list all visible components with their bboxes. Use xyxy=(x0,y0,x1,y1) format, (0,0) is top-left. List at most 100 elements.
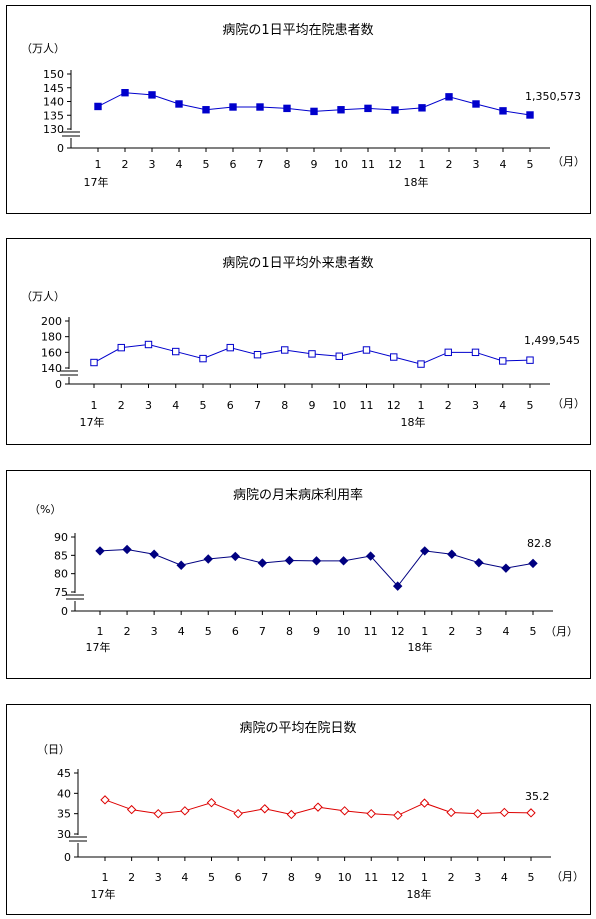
data-point xyxy=(474,557,484,568)
x-tick-label: 5 xyxy=(208,871,215,884)
data-point xyxy=(149,549,159,559)
data-point xyxy=(499,107,507,115)
data-point xyxy=(283,104,291,113)
y-tick-label: 130 xyxy=(43,123,64,136)
data-point xyxy=(226,343,234,352)
year-label: 18年 xyxy=(408,640,433,654)
data-point xyxy=(471,348,480,357)
data-point xyxy=(310,107,318,116)
x-tick-label: 8 xyxy=(288,871,295,884)
month-unit-label: （月） xyxy=(545,625,578,638)
data-point xyxy=(206,797,217,808)
data-point xyxy=(199,354,207,363)
x-tick-label: 2 xyxy=(118,399,125,412)
last-value-label: 35.2 xyxy=(525,790,550,803)
data-point xyxy=(526,356,534,364)
x-tick-label: 10 xyxy=(334,158,348,171)
y-tick-label: 0 xyxy=(55,378,62,391)
chart-panel-avg-stay: 病院の平均在院日数 （日） （月） 0 30 35 40 45 1 2 3 4 5 6 7 8 9 10 11… xyxy=(6,704,591,915)
x-tick-label: 5 xyxy=(205,625,212,638)
data-point xyxy=(446,807,456,818)
data-point xyxy=(257,558,268,568)
series-line xyxy=(99,548,534,587)
month-unit-label: （月） xyxy=(551,870,584,883)
y-tick-label: 35 xyxy=(57,808,71,821)
x-tick-label: 5 xyxy=(200,399,207,412)
x-tick-label: 3 xyxy=(149,158,156,171)
x-tick-label: 1 xyxy=(97,625,104,638)
y-tick-label: 200 xyxy=(41,315,62,328)
data-point xyxy=(499,357,507,365)
y-tick-label: 30 xyxy=(57,828,71,841)
chart-title: 病院の1日平均外来患者数 xyxy=(222,256,373,271)
x-tick-label: 6 xyxy=(227,399,234,412)
x-tick-label: 4 xyxy=(502,625,509,638)
year-label: 17年 xyxy=(91,887,116,901)
data-point xyxy=(94,102,102,111)
x-tick-label: 9 xyxy=(309,399,316,412)
x-tick-label: 12 xyxy=(391,625,405,638)
data-point xyxy=(100,795,110,805)
x-tick-label: 4 xyxy=(176,158,183,171)
y-unit-label: （%） xyxy=(29,503,61,516)
y-tick-label: 145 xyxy=(43,82,64,95)
y-unit-label: （万人） xyxy=(21,290,65,303)
y-tick-label: 135 xyxy=(43,109,64,122)
last-value-label: 82.8 xyxy=(527,537,552,550)
data-point xyxy=(153,808,163,819)
data-point xyxy=(233,808,243,819)
data-point xyxy=(144,340,153,349)
x-tick-label: 11 xyxy=(364,871,378,884)
data-point xyxy=(256,103,264,111)
x-tick-label: 8 xyxy=(286,625,293,638)
x-tick-label: 9 xyxy=(315,871,322,884)
last-value-label: 1,499,545 xyxy=(524,334,580,347)
data-point xyxy=(339,806,350,816)
last-value-label: 1,350,573 xyxy=(525,90,581,103)
chart-title: 病院の平均在院日数 xyxy=(239,721,356,736)
x-tick-label: 9 xyxy=(311,158,318,171)
x-tick-label: 2 xyxy=(448,871,455,884)
month-unit-label: （月） xyxy=(552,155,585,168)
data-point xyxy=(311,556,322,566)
x-tick-label: 1 xyxy=(421,625,428,638)
data-point xyxy=(418,104,426,112)
data-point xyxy=(420,546,430,556)
x-tick-label: 10 xyxy=(338,871,352,884)
data-point xyxy=(391,106,399,114)
data-point xyxy=(499,807,510,818)
x-tick-label: 3 xyxy=(474,871,481,884)
year-label: 17年 xyxy=(86,640,111,654)
data-point xyxy=(526,111,534,119)
x-tick-label: 3 xyxy=(475,625,482,638)
data-point xyxy=(417,360,425,368)
x-tick-label: 3 xyxy=(151,625,158,638)
data-point xyxy=(526,808,536,818)
year-label: 18年 xyxy=(404,175,429,189)
x-tick-label: 4 xyxy=(172,399,179,412)
x-tick-label: 4 xyxy=(181,871,188,884)
x-tick-label: 1 xyxy=(419,158,426,171)
x-tick-label: 7 xyxy=(254,399,261,412)
x-tick-label: 11 xyxy=(360,399,374,412)
data-point xyxy=(95,546,105,556)
data-point xyxy=(148,91,156,99)
x-tick-label: 3 xyxy=(145,399,152,412)
y-tick-label: 85 xyxy=(54,549,68,562)
x-tick-label: 9 xyxy=(313,625,320,638)
x-tick-label: 6 xyxy=(230,158,237,171)
x-tick-label: 10 xyxy=(332,399,346,412)
y-tick-label: 45 xyxy=(57,767,71,780)
x-tick-label: 2 xyxy=(124,625,131,638)
data-point xyxy=(126,804,137,815)
year-label: 17年 xyxy=(84,175,109,189)
data-point xyxy=(176,560,186,570)
data-point xyxy=(447,549,457,559)
x-tick-label: 7 xyxy=(257,158,264,171)
x-tick-label: 2 xyxy=(445,399,452,412)
x-tick-label: 4 xyxy=(499,399,506,412)
data-point xyxy=(203,554,213,564)
x-tick-label: 12 xyxy=(388,158,402,171)
y-unit-label: （日） xyxy=(37,743,70,756)
